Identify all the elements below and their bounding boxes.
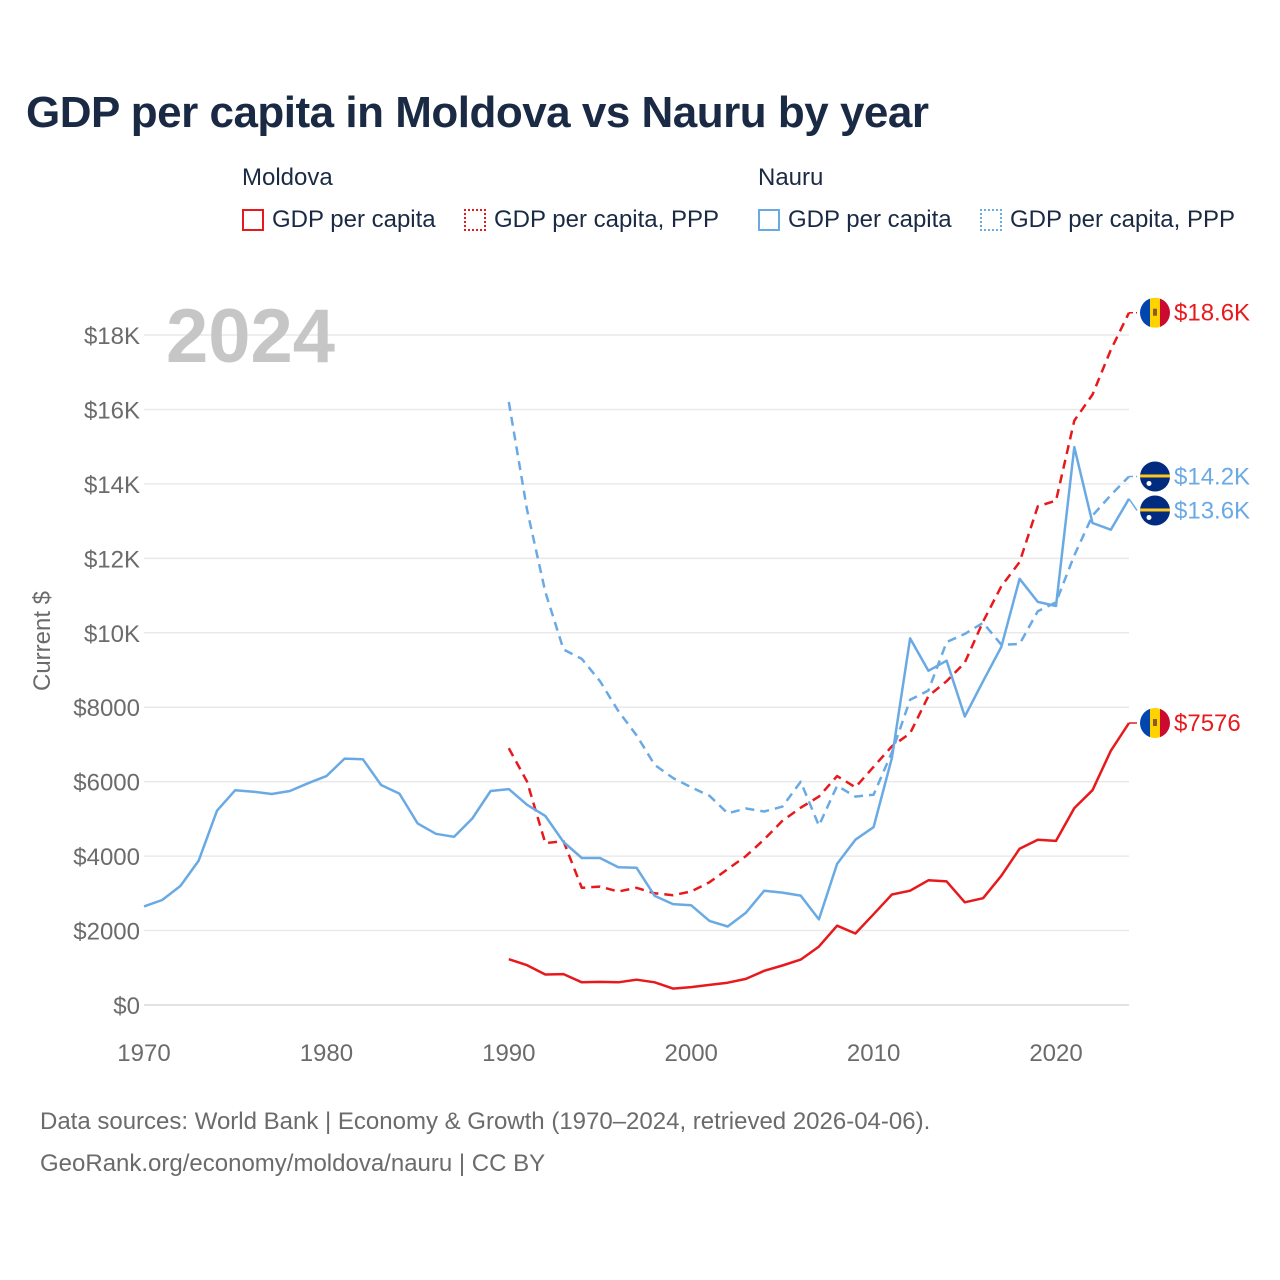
x-tick-label: 2010 <box>847 1040 900 1067</box>
end-connector <box>1128 498 1138 511</box>
legend-swatch-dotted-icon <box>980 209 1002 231</box>
moldova-flag-icon <box>1140 297 1170 328</box>
x-tick-label: 1980 <box>300 1040 353 1067</box>
y-tick-label: $10K <box>84 621 140 648</box>
x-tick-label: 2020 <box>1029 1040 1082 1067</box>
legend-label: GDP per capita <box>272 206 436 233</box>
source-line-1: Data sources: World Bank | Economy & Gro… <box>40 1108 931 1135</box>
flag-stripe-red <box>1160 708 1170 739</box>
chart-title: GDP per capita in Moldova vs Nauru by ye… <box>26 88 929 137</box>
y-tick-label: $6000 <box>73 770 140 797</box>
y-tick-label: $12K <box>84 546 140 573</box>
y-tick-label: $2000 <box>73 919 140 946</box>
legend-item-moldova-gdp[interactable]: GDP per capita <box>242 204 436 236</box>
y-tick-label: $8000 <box>73 695 140 722</box>
end-value-label: $18.6K <box>1174 300 1250 327</box>
flag-emblem <box>1153 719 1157 727</box>
y-tick-label: $14K <box>84 472 140 499</box>
nauru-flag-icon <box>1140 461 1170 492</box>
legend-swatch-dotted-icon <box>464 209 486 231</box>
x-tick-label: 1970 <box>117 1040 170 1067</box>
legend-label: GDP per capita, PPP <box>1010 206 1235 233</box>
nauru-flag-icon <box>1140 495 1170 526</box>
legend-label: GDP per capita, PPP <box>494 206 719 233</box>
flag-star <box>1146 514 1152 520</box>
y-tick-label: $16K <box>84 397 140 424</box>
legend-swatch-solid-icon <box>242 209 264 231</box>
series-line-nauru-gdp-per-capita <box>143 445 1131 928</box>
end-value-label: $14.2K <box>1174 463 1250 490</box>
y-tick-label: $0 <box>113 993 140 1020</box>
series-line-moldova-gdp-per-capita-ppp <box>507 312 1131 897</box>
end-value-label: $7576 <box>1174 710 1241 737</box>
series-line-nauru-gdp-per-capita-ppp <box>507 401 1130 827</box>
flag-stripe-blue <box>1140 297 1150 328</box>
legend-group-nauru: Nauru <box>758 164 824 191</box>
y-axis-label: Current $ <box>29 591 56 691</box>
x-tick-label: 1990 <box>482 1040 535 1067</box>
flag-stripe-blue <box>1140 708 1150 739</box>
end-value-label: $13.6K <box>1174 497 1250 524</box>
moldova-flag-icon <box>1140 708 1170 739</box>
series-line-moldova-gdp-per-capita <box>508 722 1131 990</box>
legend-item-nauru-ppp[interactable]: GDP per capita, PPP <box>980 204 1235 236</box>
year-watermark: 2024 <box>166 294 335 379</box>
legend-item-moldova-ppp[interactable]: GDP per capita, PPP <box>464 204 719 236</box>
source-line-2[interactable]: GeoRank.org/economy/moldova/nauru | CC B… <box>40 1150 546 1177</box>
legend-label: GDP per capita <box>788 206 952 233</box>
flag-stripe <box>1140 508 1170 512</box>
legend-group-moldova: Moldova <box>242 164 333 191</box>
legend-item-nauru-gdp[interactable]: GDP per capita <box>758 204 952 236</box>
legend-swatch-solid-icon <box>758 209 780 231</box>
flag-star <box>1146 480 1152 486</box>
flag-emblem <box>1153 308 1157 316</box>
flag-stripe-red <box>1160 297 1170 328</box>
x-tick-label: 2000 <box>665 1040 718 1067</box>
flag-stripe <box>1140 474 1170 478</box>
y-tick-label: $4000 <box>73 844 140 871</box>
y-tick-label: $18K <box>84 323 140 350</box>
